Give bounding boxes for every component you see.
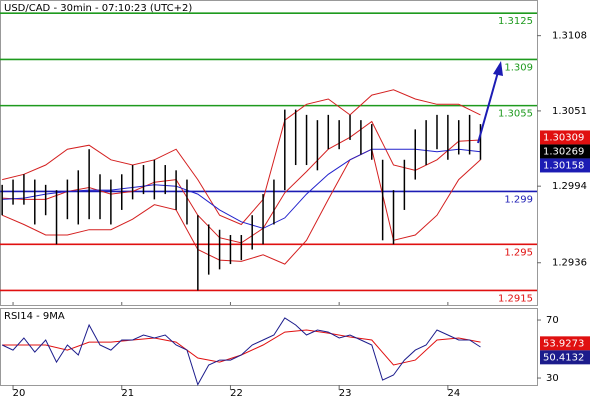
x-tick-label: 20: [13, 388, 26, 399]
rsi-panel: [0, 308, 538, 386]
price-badge: [540, 336, 590, 351]
rsi-tick-label: 30: [546, 373, 559, 384]
price-badge: [540, 350, 590, 365]
forecast-arrow: [477, 61, 503, 144]
price-badge: [540, 158, 590, 173]
rsi-tick-label: 70: [546, 315, 559, 326]
y-tick-label: 1.2936: [552, 258, 587, 269]
price-badge-label: 1.30309: [543, 132, 584, 143]
price-badge: [540, 130, 590, 145]
level-label: 1.309: [504, 62, 533, 73]
y-tick-label: 1.3108: [552, 31, 587, 42]
x-tick-label: 23: [339, 388, 352, 399]
main-panel: [0, 0, 538, 306]
chart-title: USD/CAD - 30min - 07:10:23 (UTC+2): [4, 3, 192, 14]
moving-average: [2, 148, 481, 229]
arrow-line: [477, 71, 499, 144]
y-tick-label: 1.2994: [552, 181, 587, 192]
bollinger-lower: [2, 148, 481, 265]
level-label: 1.295: [504, 247, 533, 258]
y-tick-label: 1.3051: [552, 106, 587, 117]
price-badge-label: 1.30158: [543, 160, 584, 171]
x-tick-label: 22: [230, 388, 243, 399]
price-badge-label: 1.30269: [543, 146, 584, 157]
x-tick-label: 21: [121, 388, 134, 399]
price-badge-label: 50.4132: [543, 352, 584, 363]
level-label: 1.3125: [498, 16, 533, 27]
level-label: 1.2915: [498, 293, 533, 304]
level-label: 1.3055: [498, 109, 533, 120]
rsi-title: RSI14 - 9MA: [4, 311, 65, 322]
arrow-head: [493, 61, 503, 76]
price-badge-label: 53.9273: [543, 338, 584, 349]
x-tick-label: 24: [447, 388, 460, 399]
level-label: 1.299: [504, 194, 533, 205]
price-badge: [540, 144, 590, 159]
rsi-line: [1, 317, 481, 386]
bollinger-upper: [2, 89, 481, 226]
